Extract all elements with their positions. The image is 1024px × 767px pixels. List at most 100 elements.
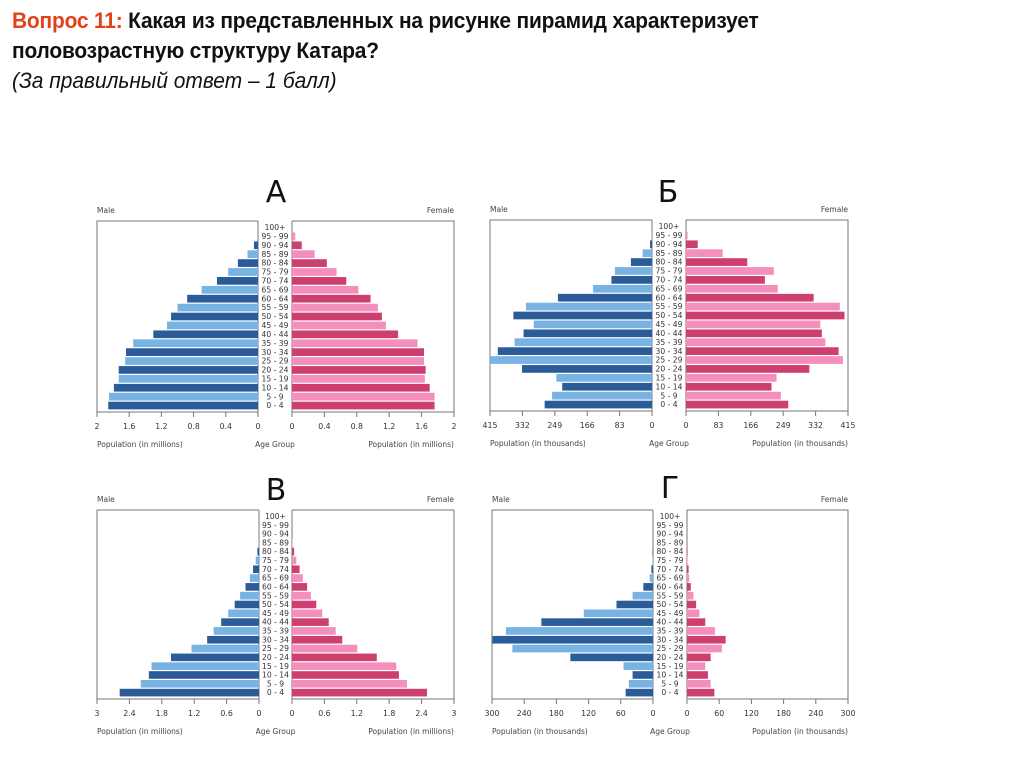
age-group-label: 100+ xyxy=(265,223,286,232)
female-tick-label: 0 xyxy=(685,709,690,718)
female-tick-label: 1.8 xyxy=(383,709,395,718)
age-group-label: 45 - 49 xyxy=(656,320,683,329)
age-group-label: 55 - 59 xyxy=(262,303,289,312)
age-group-label: 80 - 84 xyxy=(262,547,289,556)
male-bar-30-34 xyxy=(492,635,653,644)
male-bar-65-69 xyxy=(593,284,652,293)
age-group-label: 20 - 24 xyxy=(262,653,289,662)
female-bar-90-94 xyxy=(292,241,302,250)
female-bar-55-59 xyxy=(292,303,378,312)
male-bar-50-54 xyxy=(513,311,652,320)
female-bar-15-19 xyxy=(292,662,397,670)
female-bar-45-49 xyxy=(687,609,700,618)
female-label: Female xyxy=(427,495,455,504)
female-bar-25-29 xyxy=(292,644,358,653)
male-bar-70-74 xyxy=(611,276,652,284)
male-bar-5-9 xyxy=(552,391,652,400)
female-tick-label: 0.4 xyxy=(318,422,330,431)
male-bar-10-14 xyxy=(148,671,259,679)
male-bar-45-49 xyxy=(167,321,258,330)
female-bar-20-24 xyxy=(686,365,810,373)
female-bar-15-19 xyxy=(292,374,425,383)
age-group-label: 95 - 99 xyxy=(656,231,683,240)
female-bar-65-69 xyxy=(292,285,359,294)
female-tick-label: 0 xyxy=(290,709,295,718)
age-group-axis-title: Age Group xyxy=(649,439,689,448)
age-group-label: 85 - 89 xyxy=(656,249,683,258)
male-axis-title: Population (in millions) xyxy=(97,440,183,449)
age-group-label: 15 - 19 xyxy=(262,662,289,671)
age-group-label: 60 - 64 xyxy=(262,582,289,591)
male-bar-15-19 xyxy=(556,373,652,382)
male-tick-label: 0 xyxy=(257,709,262,718)
male-bar-0-4 xyxy=(108,401,259,410)
age-group-label: 90 - 94 xyxy=(262,530,289,539)
age-group-label: 30 - 34 xyxy=(262,348,289,357)
male-bar-55-59 xyxy=(240,591,259,600)
age-group-label: 60 - 64 xyxy=(657,582,684,591)
age-group-label: 10 - 14 xyxy=(262,383,289,392)
male-bar-65-69 xyxy=(249,574,259,582)
female-bar-35-39 xyxy=(687,627,715,635)
female-bar-25-29 xyxy=(292,357,425,365)
female-tick-label: 120 xyxy=(744,709,759,718)
pyramid-title: Б xyxy=(658,175,679,210)
female-tick-label: 1.6 xyxy=(415,422,427,431)
female-bar-45-49 xyxy=(292,609,323,618)
female-bar-15-19 xyxy=(687,662,706,670)
age-group-label: 30 - 34 xyxy=(656,347,683,356)
male-bar-20-24 xyxy=(570,653,653,662)
female-bar-50-54 xyxy=(292,312,382,321)
male-bar-50-54 xyxy=(234,600,259,609)
female-bar-55-59 xyxy=(687,591,694,600)
age-group-label: 55 - 59 xyxy=(657,591,684,600)
female-bar-95-99 xyxy=(686,231,688,240)
age-group-label: 75 - 79 xyxy=(262,556,289,565)
female-bar-5-9 xyxy=(687,679,711,688)
female-bar-20-24 xyxy=(292,366,426,374)
question-text-part1: Какая из представленных на рисунке пирам… xyxy=(122,8,759,33)
female-bar-60-64 xyxy=(292,294,371,303)
male-bar-25-29 xyxy=(125,357,258,365)
age-group-label: 0 - 4 xyxy=(266,401,283,410)
male-bar-40-44 xyxy=(523,329,652,338)
male-bar-75-79 xyxy=(255,556,259,565)
male-bar-0-4 xyxy=(544,400,652,409)
age-group-label: 50 - 54 xyxy=(657,600,684,609)
male-bar-15-19 xyxy=(151,662,259,670)
female-bar-35-39 xyxy=(292,627,336,635)
male-bar-80-84 xyxy=(257,547,259,556)
female-bar-75-79 xyxy=(686,267,774,275)
age-group-label: 100+ xyxy=(265,512,286,521)
female-tick-label: 300 xyxy=(841,709,856,718)
age-group-label: 70 - 74 xyxy=(657,565,684,574)
female-bar-35-39 xyxy=(686,338,826,347)
age-group-label: 25 - 29 xyxy=(657,644,684,653)
male-bar-75-79 xyxy=(228,268,258,276)
age-group-label: 40 - 44 xyxy=(657,618,684,627)
female-bar-60-64 xyxy=(687,583,691,591)
age-group-label: 95 - 99 xyxy=(657,521,684,530)
female-bar-40-44 xyxy=(292,330,399,339)
male-bar-35-39 xyxy=(514,338,652,347)
male-bar-15-19 xyxy=(118,374,258,383)
age-group-label: 40 - 44 xyxy=(262,618,289,627)
male-bar-55-59 xyxy=(177,303,258,312)
male-bar-75-79 xyxy=(614,267,652,275)
age-group-label: 0 - 4 xyxy=(661,688,678,697)
age-group-label: 50 - 54 xyxy=(262,600,289,609)
male-bar-80-84 xyxy=(652,547,653,556)
male-tick-label: 415 xyxy=(483,421,498,430)
female-bar-15-19 xyxy=(686,373,777,382)
female-tick-label: 3 xyxy=(452,709,457,718)
female-bar-25-29 xyxy=(687,644,722,653)
male-tick-label: 120 xyxy=(581,709,596,718)
male-bar-30-34 xyxy=(207,635,259,644)
female-bar-85-89 xyxy=(292,539,293,547)
age-group-label: 15 - 19 xyxy=(656,373,683,382)
male-tick-label: 60 xyxy=(616,709,626,718)
female-bar-85-89 xyxy=(292,250,315,259)
age-group-label: 85 - 89 xyxy=(262,250,289,259)
female-bar-30-34 xyxy=(292,635,343,644)
female-axis-title: Population (in thousands) xyxy=(752,727,848,736)
